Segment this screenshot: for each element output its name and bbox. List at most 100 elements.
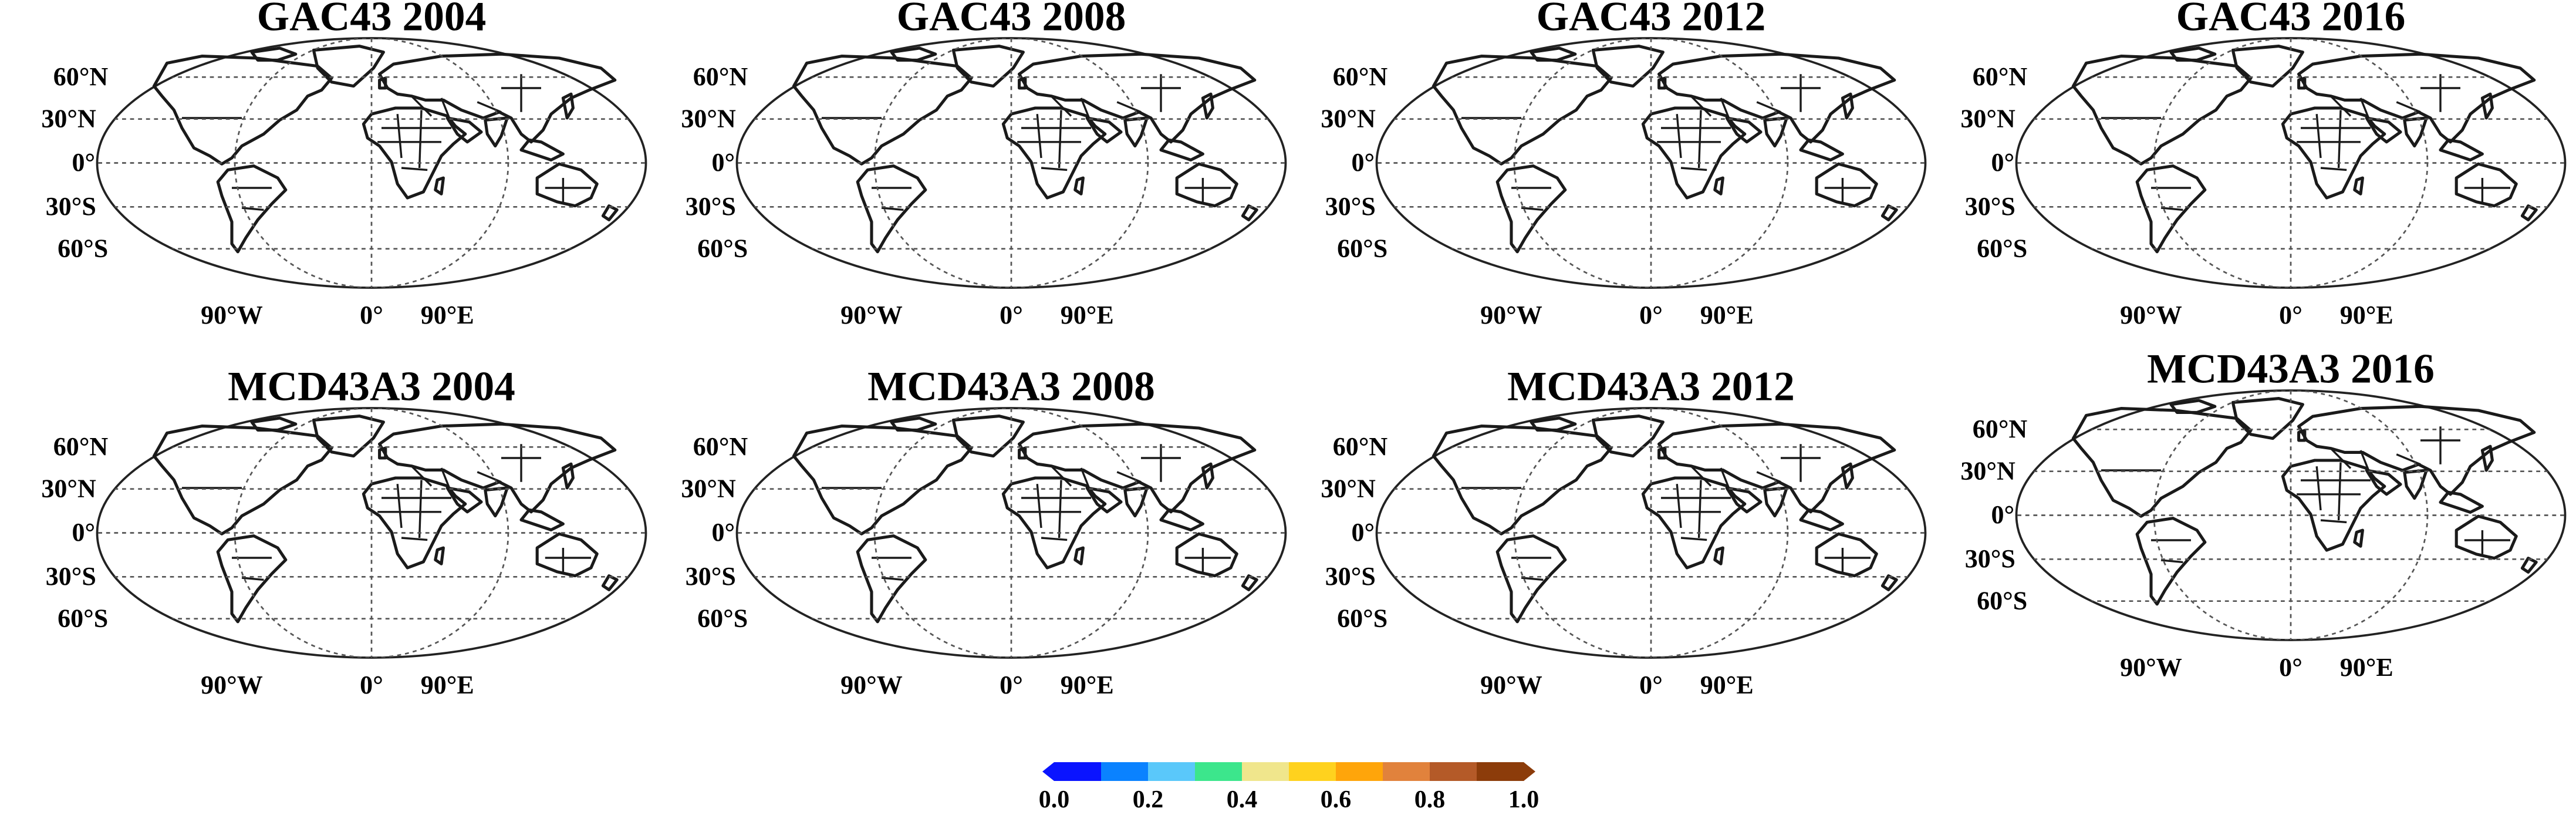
lon-label: 90°E	[421, 301, 474, 329]
graticule	[2016, 38, 2565, 288]
lon-label: 90°E	[1700, 301, 1754, 329]
lat-label: 30°N	[1960, 456, 2015, 485]
lat-label: 60°N	[1973, 62, 2028, 91]
lon-label: 90°E	[1700, 671, 1754, 699]
lon-label: 0°	[2279, 301, 2302, 329]
lat-label: 30°N	[41, 474, 96, 503]
map-panel-gac43-2004: GAC43 2004 60°N 30°N 0° 30°S 60°S 90°W 0° 90°E	[41, 0, 647, 329]
lat-label: 30°S	[1965, 544, 2015, 573]
lat-label: 30°S	[1965, 192, 2015, 221]
lat-label: 60°N	[53, 432, 109, 461]
map-panel-gac43-2008: GAC43 2008 60°N 30°N 0° 30°S 60°S 90°W 0° 90°E	[681, 0, 1287, 329]
colorbar-cell	[1336, 762, 1383, 781]
lon-label: 90°W	[201, 301, 263, 329]
lat-label: 0°	[1991, 500, 2014, 529]
lon-label: 90°W	[201, 671, 263, 699]
graticule	[737, 408, 1286, 658]
lat-label: 60°S	[697, 604, 748, 632]
map-panel-gac43-2016: GAC43 2016 60°N 30°N 0° 30°S 60°S 90°W 0° 90°E	[1960, 0, 2567, 329]
country-borders	[1461, 74, 1871, 211]
lat-label: 60°N	[53, 62, 109, 91]
lon-label: 90°W	[840, 671, 903, 699]
graticule	[2016, 390, 2565, 641]
lat-label: 60°S	[1337, 234, 1387, 262]
colorbar-tick-label: 0.4	[1227, 786, 1258, 813]
lat-label: 30°N	[1960, 104, 2015, 133]
colorbar-cell	[1430, 762, 1477, 781]
panel-title: GAC43 2012	[1537, 0, 1766, 39]
country-borders	[182, 444, 592, 581]
lat-label: 60°S	[1977, 586, 2027, 615]
panel-title: MCD43A3 2016	[2147, 345, 2435, 392]
lat-label: 0°	[1351, 148, 1375, 177]
lon-label: 90°E	[1061, 301, 1114, 329]
lon-label: 90°W	[840, 301, 903, 329]
map-panel-mcd43a3-2016: MCD43A3 2016 60°N 30°N 0° 30°S 60°S 90°W 0° 90°E	[1960, 345, 2567, 682]
graticule	[737, 38, 1286, 288]
colorbar-cell	[1242, 762, 1289, 781]
country-borders	[1461, 444, 1871, 581]
lat-label: 30°N	[41, 104, 96, 133]
lat-label: 60°S	[1977, 234, 2027, 262]
colorbar-cell	[1289, 762, 1336, 781]
lon-label: 0°	[2279, 653, 2302, 682]
colorbar-tick-label: 0.2	[1133, 786, 1164, 813]
lat-label: 0°	[1991, 148, 2014, 177]
lon-label: 90°E	[1061, 671, 1114, 699]
colorbar-cell	[1477, 762, 1524, 781]
map-panel-mcd43a3-2004: MCD43A3 2004 60°N 30°N 0° 30°S 60°S 90°W 0° 90°E	[41, 363, 647, 699]
graticule	[1376, 408, 1926, 658]
graticule	[1376, 38, 1926, 288]
lon-label: 90°W	[1480, 301, 1542, 329]
lat-label: 30°S	[686, 192, 736, 221]
lon-label: 90°W	[2120, 301, 2182, 329]
graticule	[97, 408, 646, 658]
lat-label: 30°S	[1325, 192, 1376, 221]
lat-label: 0°	[72, 148, 95, 177]
lat-label: 30°N	[1321, 104, 1376, 133]
lon-label: 90°E	[421, 671, 474, 699]
lat-label: 60°S	[58, 234, 108, 262]
map-panel-mcd43a3-2012: MCD43A3 2012 60°N 30°N 0° 30°S 60°S 90°W 0° 90°E	[1321, 363, 1927, 699]
colorbar: 0.0 0.2 0.4 0.6 0.8 1.0	[1039, 762, 1539, 813]
colorbar-tick-label: 0.6	[1321, 786, 1352, 813]
lat-label: 60°N	[693, 62, 748, 91]
lat-label: 60°S	[1337, 604, 1387, 632]
lat-label: 30°S	[686, 562, 736, 591]
panel-title: MCD43A3 2012	[1507, 363, 1795, 409]
lat-label: 30°N	[681, 104, 736, 133]
lat-label: 30°N	[1321, 474, 1376, 503]
lon-label: 90°W	[1480, 671, 1542, 699]
lat-label: 0°	[1351, 518, 1375, 547]
lat-label: 30°S	[46, 562, 96, 591]
colorbar-cell	[1101, 762, 1149, 781]
lon-label: 0°	[360, 671, 383, 699]
panel-title: MCD43A3 2004	[228, 363, 515, 409]
panel-title: GAC43 2016	[2176, 0, 2406, 39]
lon-label: 0°	[1000, 301, 1023, 329]
map-panel-gac43-2012: GAC43 2012 60°N 30°N 0° 30°S 60°S 90°W 0° 90°E	[1321, 0, 1927, 329]
colorbar-tick-label: 0.0	[1039, 786, 1070, 813]
map-panel-mcd43a3-2008: MCD43A3 2008 60°N 30°N 0° 30°S 60°S 90°W 0° 90°E	[681, 363, 1287, 699]
country-borders	[2101, 74, 2511, 211]
panel-title: MCD43A3 2008	[867, 363, 1155, 409]
lat-label: 60°S	[697, 234, 748, 262]
colorbar-tick-label: 0.8	[1414, 786, 1446, 813]
lat-label: 30°S	[46, 192, 96, 221]
lat-label: 60°N	[1333, 432, 1388, 461]
colorbar-cell	[1148, 762, 1196, 781]
colorbar-max-arrow	[1524, 762, 1535, 781]
colorbar-cell	[1054, 762, 1102, 781]
lon-label: 90°E	[2340, 301, 2393, 329]
lat-label: 30°S	[1325, 562, 1376, 591]
graticule	[97, 38, 646, 288]
lon-label: 90°W	[2120, 653, 2182, 682]
lat-label: 60°N	[693, 432, 748, 461]
country-borders	[2101, 426, 2511, 564]
panel-title: GAC43 2008	[897, 0, 1126, 39]
country-borders	[182, 74, 592, 211]
lon-label: 0°	[1639, 301, 1663, 329]
panel-title: GAC43 2004	[257, 0, 487, 39]
colorbar-min-arrow	[1042, 762, 1054, 781]
